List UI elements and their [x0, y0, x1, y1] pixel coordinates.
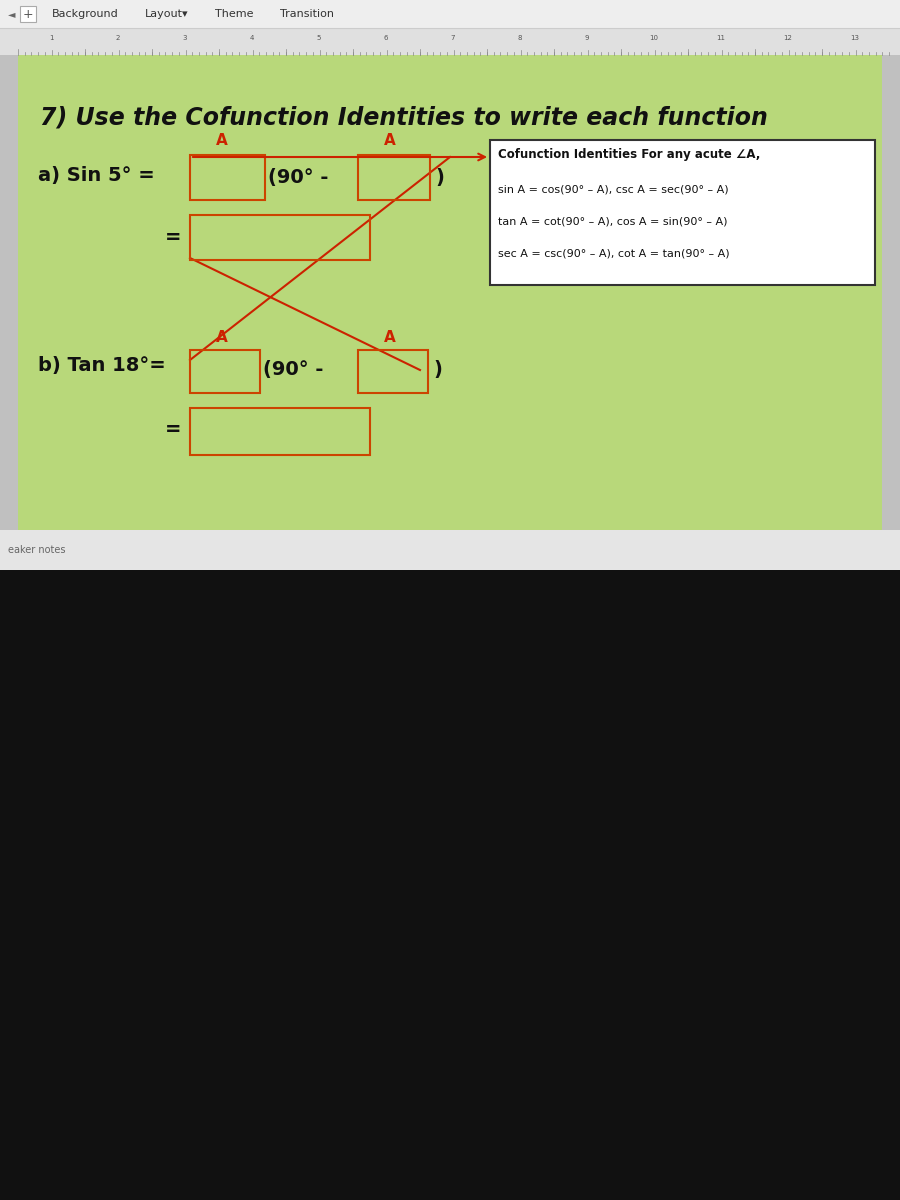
Text: 2: 2: [116, 35, 121, 41]
Text: 12: 12: [784, 35, 792, 41]
Text: 9: 9: [585, 35, 590, 41]
Bar: [0, 28, 900, 55]
Bar: [190, 350, 260, 392]
Text: 10: 10: [650, 35, 659, 41]
Bar: [0, 530, 900, 570]
Bar: [18, 55, 882, 530]
Text: ): ): [435, 168, 444, 186]
Text: (90° -: (90° -: [263, 360, 323, 379]
Bar: [0, 570, 900, 1200]
Text: =: =: [165, 420, 182, 439]
Text: Cofunction Identities For any acute ∠A,: Cofunction Identities For any acute ∠A,: [498, 148, 760, 161]
Bar: [190, 408, 370, 455]
Bar: [490, 140, 875, 284]
Text: 5: 5: [317, 35, 321, 41]
Text: Layout▾: Layout▾: [145, 8, 189, 19]
Text: 4: 4: [250, 35, 254, 41]
Text: ◄: ◄: [8, 8, 15, 19]
Bar: [358, 155, 430, 200]
Bar: [0, 0, 900, 28]
Text: 1: 1: [49, 35, 53, 41]
Text: =: =: [165, 228, 182, 246]
Text: sec A = csc(90° – A), cot A = tan(90° – A): sec A = csc(90° – A), cot A = tan(90° – …: [498, 248, 730, 258]
Text: 11: 11: [716, 35, 725, 41]
Text: 8: 8: [518, 35, 522, 41]
Text: A: A: [216, 133, 228, 148]
Bar: [358, 350, 428, 392]
Text: a) Sin 5° =: a) Sin 5° =: [38, 166, 155, 185]
Text: tan A = cot(90° – A), cos A = sin(90° – A): tan A = cot(90° – A), cos A = sin(90° – …: [498, 216, 727, 226]
Text: b) Tan 18°=: b) Tan 18°=: [38, 355, 166, 374]
Bar: [190, 215, 370, 260]
Text: Transition: Transition: [280, 8, 334, 19]
Bar: [20, 6, 36, 22]
Text: 6: 6: [383, 35, 388, 41]
Text: sin A = cos(90° – A), csc A = sec(90° – A): sin A = cos(90° – A), csc A = sec(90° – …: [498, 184, 729, 194]
Text: A: A: [384, 330, 396, 346]
Text: +: +: [22, 7, 33, 20]
Text: 13: 13: [850, 35, 860, 41]
Bar: [190, 155, 265, 200]
Text: A: A: [216, 330, 228, 346]
Text: 7) Use the Cofunction Identities to write each function: 7) Use the Cofunction Identities to writ…: [40, 104, 768, 128]
Text: 3: 3: [183, 35, 187, 41]
Text: eaker notes: eaker notes: [8, 545, 66, 554]
Text: Theme: Theme: [215, 8, 254, 19]
Text: ): ): [433, 360, 442, 379]
Text: 7: 7: [451, 35, 455, 41]
Text: A: A: [384, 133, 396, 148]
Text: Background: Background: [52, 8, 119, 19]
Text: (90° -: (90° -: [268, 168, 328, 186]
